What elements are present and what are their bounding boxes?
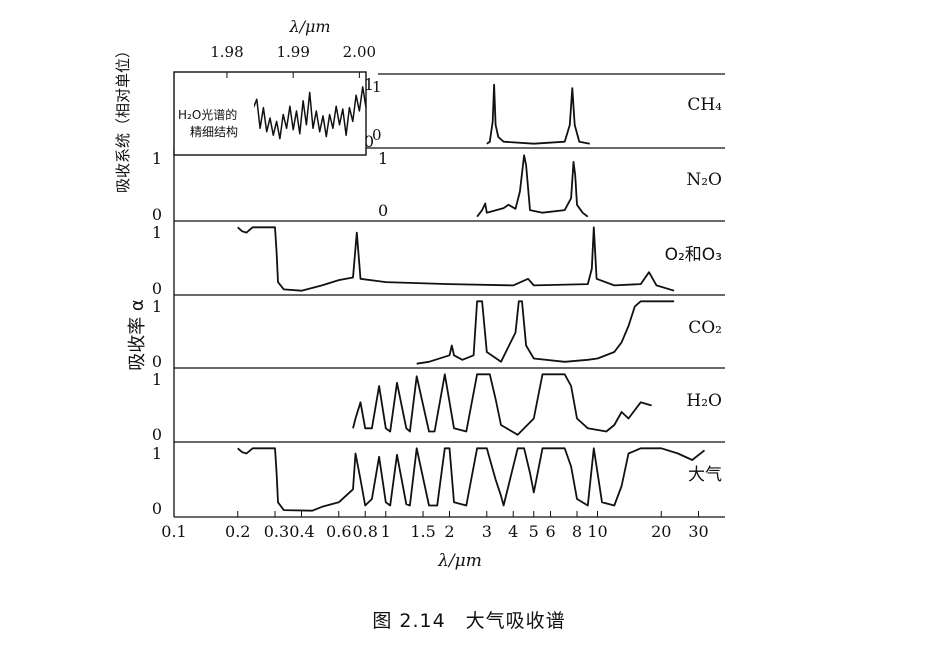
- inset-label: 精细结构: [190, 124, 238, 139]
- series-name-label: H₂O: [686, 391, 722, 411]
- x-tick-label: 10: [587, 522, 607, 541]
- series-line-6: [237, 447, 706, 512]
- x-tick-label: 3: [482, 522, 492, 541]
- figure-caption: 图 2.14 大气吸收谱: [372, 610, 566, 632]
- y-tick-label: 0: [152, 352, 162, 371]
- inset-label: H₂O光谱的: [178, 107, 237, 122]
- series-line-1: [486, 83, 590, 145]
- y-tick-label: 1: [364, 75, 374, 94]
- inset-series-line: [249, 86, 367, 140]
- series-name-label: CO₂: [688, 318, 722, 338]
- series-line-3: [237, 226, 675, 292]
- x-tick-label: 2: [444, 522, 454, 541]
- x-tick-label: 0.2: [225, 522, 250, 541]
- x-tick-label: 30: [688, 522, 708, 541]
- inset-y-tick-label: 0: [372, 126, 382, 144]
- y-tick-label: 1: [152, 223, 162, 242]
- inset-x-tick-label: 2.00: [343, 43, 376, 61]
- x-axis: 0.1 0.2 0.30.4 0.6 0.8 1 1.5 2 3 4 5 6 8 10 20 30: [161, 511, 709, 541]
- x-axis-label: λ/μm: [437, 551, 482, 571]
- x-tick-label: 0.30.4: [264, 522, 315, 541]
- x-tick-label: 8: [572, 522, 582, 541]
- y-tick-label: 0: [378, 201, 388, 220]
- x-tick-label: 20: [651, 522, 671, 541]
- series-line-2: [476, 154, 589, 218]
- series-line-4: [416, 300, 675, 365]
- y-tick-label: 0: [364, 132, 374, 151]
- x-tick-label: 0.6: [326, 522, 351, 541]
- x-tick-label: 6: [545, 522, 555, 541]
- x-tick-label: 4: [508, 522, 518, 541]
- y-tick-label: 1: [152, 297, 162, 316]
- y-tick-label: 0: [152, 499, 162, 518]
- y-tick-label: 0: [152, 205, 162, 224]
- y-tick-label: 1: [378, 149, 388, 168]
- y-tick-label: 0: [152, 425, 162, 444]
- x-tick-label: 0.1: [161, 522, 186, 541]
- y-tick-label: 1: [152, 370, 162, 389]
- x-tick-label: 1.5: [410, 522, 435, 541]
- inset-y-axis-label: 吸收系统（相对单位）: [114, 43, 132, 193]
- series-name-label: CH₄: [687, 95, 722, 115]
- y-tick-label: 1: [152, 149, 162, 168]
- inset-y-tick-label: 1: [372, 78, 382, 96]
- series-name-label: N₂O: [686, 170, 722, 190]
- inset-x-tick-label: 1.99: [276, 43, 309, 61]
- series-name-label: O₂和O₃: [665, 245, 722, 265]
- inset-x-tick-label: 1.98: [210, 43, 243, 61]
- x-tick-label: 5: [529, 522, 539, 541]
- inset-label-bg: [176, 103, 254, 141]
- y-tick-label: 0: [152, 279, 162, 298]
- y-axis-label: 吸收率 α: [127, 299, 148, 371]
- series-name-label: 大气: [688, 465, 722, 485]
- series-line-5: [352, 373, 652, 436]
- inset-x-axis-label: λ/μm: [288, 17, 330, 36]
- x-tick-label: 1: [381, 522, 391, 541]
- x-tick-label: 0.8: [353, 522, 378, 541]
- y-tick-label: 1: [152, 444, 162, 463]
